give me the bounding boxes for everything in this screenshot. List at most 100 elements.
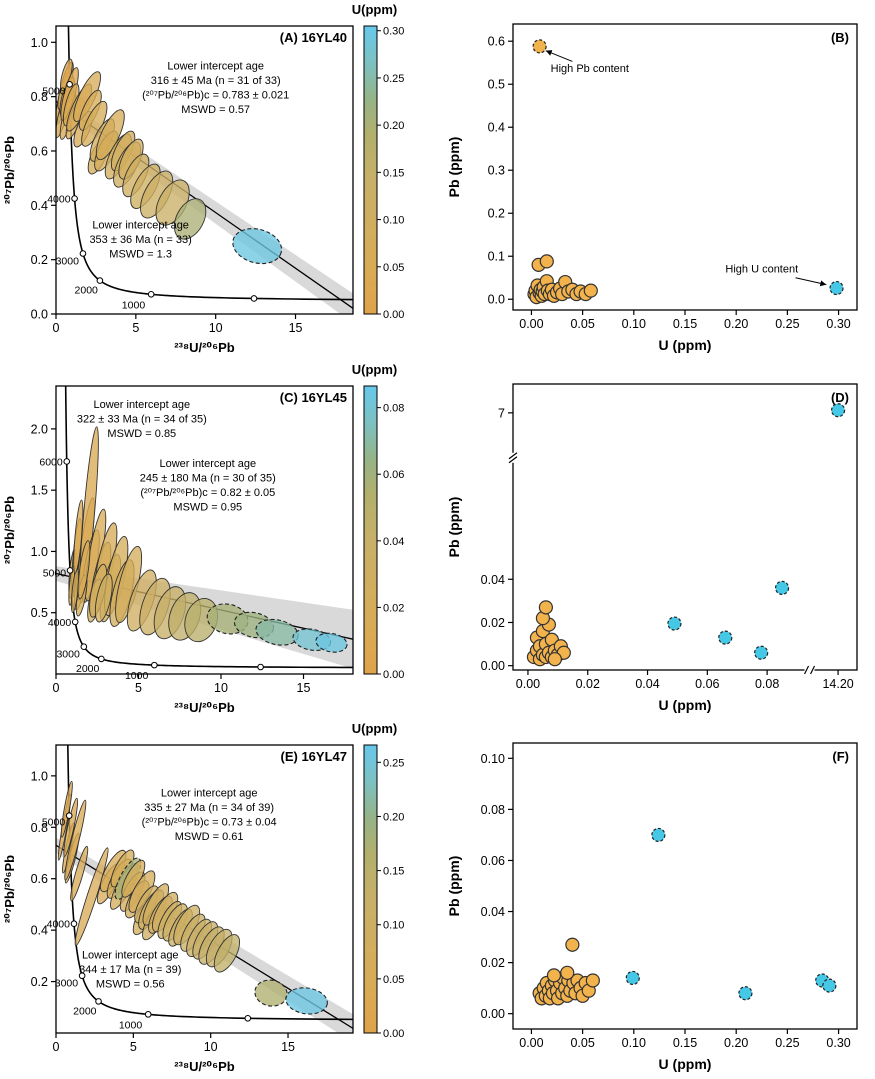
axis-ticks: 0 5 10 15 0.0 0.2 0.4 0.6 0.8 1.0 [31, 36, 303, 335]
x-tick-label: 0.15 [673, 317, 697, 331]
apatite-point [560, 965, 575, 980]
age-label: 1000 [122, 299, 146, 311]
error-ellipse [63, 797, 79, 857]
x-tick-label: 0.25 [775, 1036, 799, 1050]
x-tick-label: 0.05 [570, 317, 594, 331]
age-marker [66, 567, 74, 574]
annotation-line: 316 ± 45 Ma (n = 31 of 33) [151, 75, 281, 87]
age-label: 2000 [76, 663, 100, 675]
panel-label: (A) 16YL40 [280, 30, 347, 45]
y-tick-label: 0.6 [31, 872, 48, 886]
plot-frame [55, 25, 354, 315]
y-tick-label: 0.2 [488, 207, 505, 221]
y-tick-label: 1.5 [31, 484, 48, 498]
age-label: 5000 [42, 817, 66, 829]
y-tick-label: 0.6 [488, 35, 505, 49]
u-pb-scatter-d: 0.00 0.02 0.04 0.06 0.08 14.20 0.00 0.02 0.04 7 U … [446, 383, 858, 713]
annotation-line: Lower intercept age [161, 787, 258, 799]
annotation-line: (²⁰⁷Pb/²⁰⁶Pb)c = 0.82 ± 0.05 [140, 487, 275, 499]
colorbar-tick-label: 0.25 [383, 73, 404, 85]
y-tick-label: 0.3 [488, 164, 505, 178]
high-u-point [718, 630, 733, 645]
x-tick-label: 15 [281, 1040, 295, 1054]
error-ellipse [77, 540, 91, 600]
y-tick-label: 0.8 [31, 90, 48, 104]
age-marker [244, 1014, 252, 1022]
annotation-line: 245 ± 180 Ma (n = 30 of 35) [140, 472, 276, 484]
x-tick-label: 0.25 [775, 317, 799, 331]
y-axis-label: ²⁰⁷Pb/²⁰⁶Pb [2, 496, 17, 564]
colorbar-tick-label: 0.15 [383, 167, 404, 179]
apatite-point [565, 937, 580, 952]
error-ellipses [57, 780, 328, 1015]
colorbar-title: U(ppm) [352, 362, 398, 377]
age-label: 4000 [47, 919, 71, 931]
y-tick-label: 0.4 [31, 924, 48, 938]
x-tick-label: 0.00 [519, 1036, 543, 1050]
colorbar-tick-label: 0.20 [383, 120, 404, 132]
x-tick-label: 0.00 [519, 317, 543, 331]
annotation-line: 322 ± 33 Ma (n = 34 of 35) [77, 414, 207, 426]
y-tick-label: 0.6 [31, 144, 48, 158]
colorbar-title: U(ppm) [352, 2, 398, 17]
x-axis-label: U (ppm) [659, 1056, 712, 1072]
data-points [532, 827, 837, 1006]
high-u-point [754, 645, 769, 660]
apatite-point [539, 254, 554, 269]
age-marker [71, 195, 78, 202]
plot-frame [55, 385, 354, 675]
concordia-curve [67, 26, 353, 301]
y-tick-label: 0.2 [31, 975, 48, 989]
colorbar [363, 385, 378, 675]
colorbar-tick-label: 0.05 [383, 974, 404, 986]
x-tick-label: 14.20 [822, 677, 853, 691]
x-tick-label: 0.04 [635, 677, 659, 691]
callout-text: High Pb content [551, 63, 629, 75]
colorbar-tick-label: 0.00 [383, 309, 404, 321]
y-tick-label: 0.04 [481, 573, 505, 587]
age-marker [257, 663, 264, 671]
colorbar-tick-label: 0.00 [383, 1028, 404, 1040]
u-pb-scatter-b: 0.00 0.05 0.10 0.15 0.20 0.25 0.30 0.0 0.1 0.2 0.3… [446, 23, 858, 353]
colorbar-tick-label: 0.15 [383, 866, 404, 878]
x-tick-label: 5 [135, 681, 142, 695]
error-ellipse [285, 987, 328, 1015]
x-tick-label: 0.15 [673, 1036, 697, 1050]
plot-area [56, 26, 353, 314]
x-tick-label: 10 [204, 1040, 218, 1054]
age-marker [98, 655, 105, 663]
x-tick-label: 0.08 [755, 677, 779, 691]
panel-label: (F) [832, 749, 849, 764]
y-tick-label: 2.0 [31, 422, 48, 436]
y-tick-label: 0.0 [488, 293, 505, 307]
plot-frame [512, 383, 858, 671]
panel-label: (C) 16YL45 [280, 390, 347, 405]
age-marker [70, 920, 78, 928]
annotation-line: MSWD = 0.57 [181, 104, 250, 116]
colorbar-tick-label: 0.06 [383, 469, 404, 481]
colorbar-tick-label: 0.10 [383, 215, 404, 227]
age-label: 1000 [125, 670, 149, 682]
age-marker [65, 812, 73, 819]
concordia-chart-16yl40: 5000 4000 3000 2000 1000 0 5 10 15 0.0 0.2 0.4 0.6 0.… [2, 2, 404, 355]
x-tick-label: 0.00 [516, 677, 540, 691]
high-u-point [829, 280, 844, 296]
colorbar-tick-label: 0.04 [383, 536, 404, 548]
annotation-line: MSWD = 1.3 [109, 248, 172, 260]
y-tick-label: 0.02 [481, 616, 505, 630]
x-tick-label: 0.06 [695, 677, 719, 691]
y-tick-label: 7 [498, 406, 505, 420]
error-ellipses [56, 58, 283, 265]
high-u-point [774, 580, 790, 596]
colorbar-tick-label: 0.00 [383, 669, 404, 681]
x-axis-label: U (ppm) [659, 697, 712, 713]
error-ellipse [173, 198, 207, 240]
y-tick-label: 0.00 [481, 659, 505, 673]
y-axis-label: ²⁰⁷Pb/²⁰⁶Pb [2, 855, 17, 923]
y-tick-label: 0.5 [488, 78, 505, 92]
annotation-line: MSWD = 0.61 [175, 831, 244, 843]
age-label: 3000 [56, 256, 80, 268]
error-ellipse [95, 109, 125, 161]
age-label: 6000 [39, 456, 63, 468]
age-marker [63, 458, 71, 465]
